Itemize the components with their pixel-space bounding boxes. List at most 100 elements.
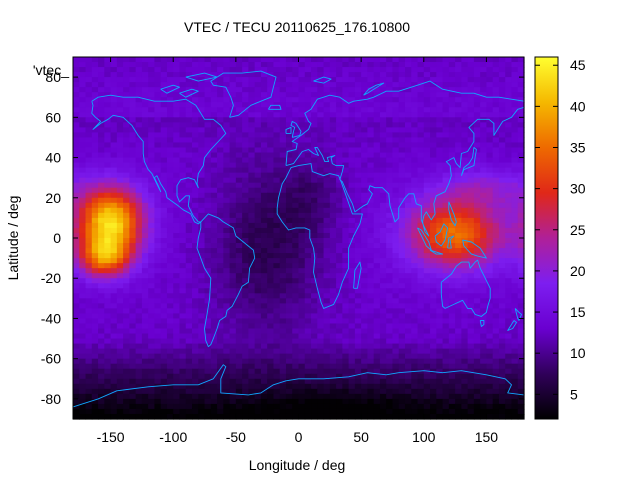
heatmap-cell	[254, 202, 262, 209]
heatmap-cell	[179, 72, 187, 78]
heatmap-cell	[267, 67, 275, 73]
heatmap-cell	[411, 102, 419, 108]
heatmap-cell	[260, 333, 268, 340]
heatmap-cell	[173, 232, 181, 239]
heatmap-cell	[430, 227, 437, 234]
heatmap-cell	[116, 207, 124, 214]
heatmap-cell	[79, 172, 87, 179]
heatmap-cell	[229, 238, 237, 244]
heatmap-cell	[298, 368, 306, 375]
heatmap-cell	[229, 87, 237, 93]
heatmap-cell	[329, 107, 337, 113]
heatmap-cell	[104, 393, 112, 400]
heatmap-cell	[242, 253, 249, 259]
heatmap-cell	[198, 318, 206, 325]
heatmap-cell	[260, 127, 268, 134]
heatmap-cell	[423, 248, 431, 254]
heatmap-cell	[223, 197, 231, 204]
heatmap-cell	[85, 217, 93, 224]
heatmap-cell	[480, 162, 488, 169]
heatmap-cell	[317, 102, 325, 108]
heatmap-cell	[304, 177, 312, 184]
heatmap-cell	[336, 77, 343, 83]
heatmap-cell	[448, 102, 456, 108]
heatmap-cell	[173, 268, 181, 274]
heatmap-cell	[166, 67, 174, 73]
heatmap-cell	[260, 398, 268, 405]
heatmap-cell	[480, 308, 488, 315]
heatmap-cell	[442, 378, 450, 385]
heatmap-cell	[442, 353, 450, 360]
heatmap-cell	[442, 373, 450, 380]
heatmap-cell	[273, 152, 281, 159]
heatmap-cell	[223, 348, 231, 355]
heatmap-cell	[91, 117, 99, 123]
heatmap-cell	[398, 363, 406, 370]
heatmap-cell	[210, 157, 218, 164]
heatmap-cell	[417, 248, 425, 254]
heatmap-cell	[79, 117, 87, 123]
heatmap-cell	[223, 383, 231, 390]
heatmap-cell	[91, 278, 99, 284]
heatmap-cell	[217, 263, 224, 269]
heatmap-cell	[210, 308, 218, 315]
heatmap-cell	[192, 82, 199, 88]
heatmap-cell	[254, 157, 262, 164]
heatmap-cell	[354, 378, 362, 385]
heatmap-cell	[223, 67, 231, 73]
heatmap-cell	[392, 202, 400, 209]
heatmap-cell	[392, 132, 400, 139]
heatmap-cell	[110, 107, 118, 113]
heatmap-cell	[304, 273, 312, 279]
heatmap-cell	[404, 393, 412, 400]
heatmap-cell	[98, 87, 105, 93]
heatmap-cell	[285, 217, 293, 224]
heatmap-cell	[279, 157, 287, 164]
heatmap-cell	[417, 278, 425, 284]
heatmap-cell	[235, 333, 243, 340]
heatmap-cell	[367, 253, 375, 259]
heatmap-cell	[198, 177, 206, 184]
heatmap-cell	[285, 313, 293, 320]
heatmap-cell	[411, 177, 419, 184]
heatmap-cell	[242, 338, 249, 345]
heatmap-cell	[91, 122, 99, 128]
heatmap-cell	[361, 278, 368, 284]
heatmap-cell	[260, 112, 268, 118]
heatmap-cell	[267, 92, 275, 98]
heatmap-cell	[361, 167, 368, 174]
heatmap-cell	[386, 348, 394, 355]
heatmap-cell	[173, 82, 181, 88]
heatmap-cell	[242, 132, 249, 139]
heatmap-cell	[461, 132, 469, 139]
heatmap-cell	[91, 207, 99, 214]
heatmap-cell	[267, 328, 275, 335]
heatmap-cell	[367, 117, 375, 123]
heatmap-cell	[292, 77, 300, 83]
heatmap-cell	[248, 248, 256, 254]
heatmap-cell	[404, 338, 412, 345]
heatmap-cell	[260, 378, 268, 385]
heatmap-cell	[204, 167, 212, 174]
heatmap-cell	[461, 258, 469, 264]
heatmap-cell	[217, 137, 224, 144]
heatmap-cell	[135, 217, 143, 224]
heatmap-cell	[166, 388, 174, 395]
heatmap-cell	[492, 97, 500, 103]
heatmap-cell	[361, 132, 368, 139]
heatmap-cell	[235, 172, 243, 179]
heatmap-cell	[517, 192, 525, 199]
heatmap-cell	[392, 268, 400, 274]
heatmap-cell	[417, 363, 425, 370]
heatmap-cell	[173, 248, 181, 254]
heatmap-cell	[260, 67, 268, 73]
heatmap-cell	[217, 403, 224, 410]
heatmap-cell	[398, 157, 406, 164]
heatmap-cell	[85, 393, 93, 400]
heatmap-cell	[141, 248, 149, 254]
heatmap-cell	[98, 202, 105, 209]
heatmap-cell	[210, 212, 218, 219]
heatmap-cell	[354, 258, 362, 264]
heatmap-cell	[304, 172, 312, 179]
heatmap-cell	[148, 157, 156, 164]
